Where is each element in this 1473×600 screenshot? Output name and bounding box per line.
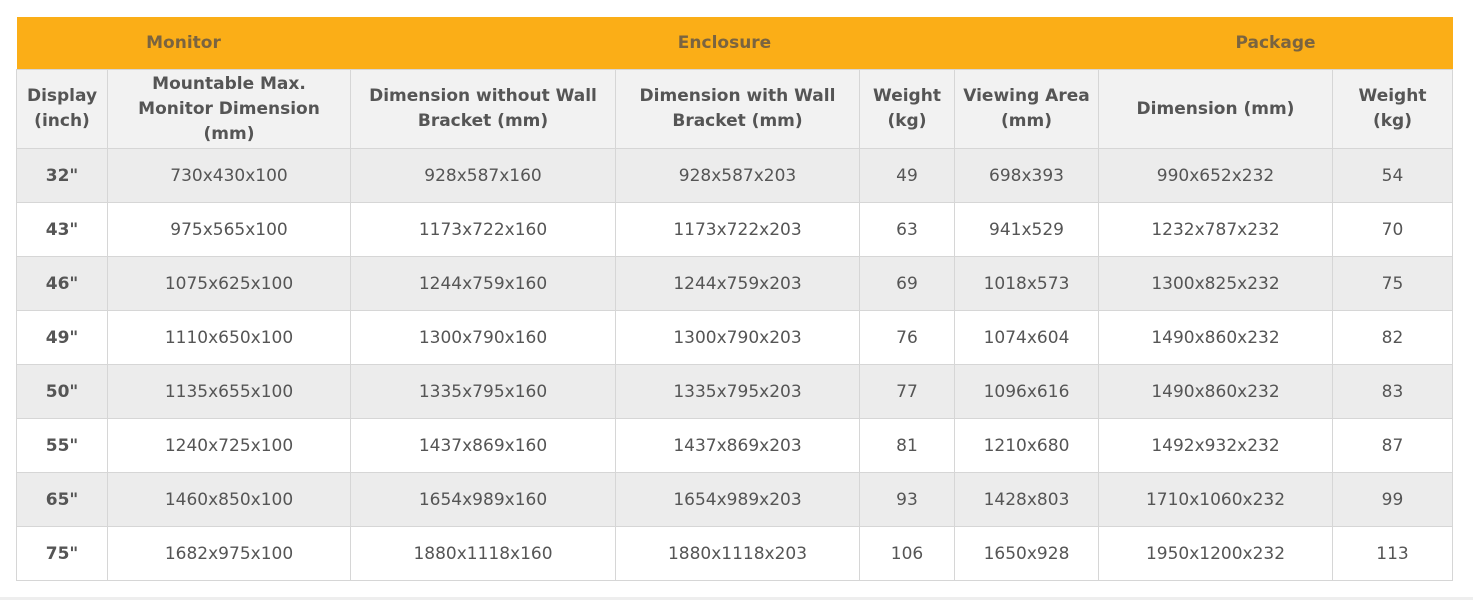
table-cell: 106 [859,526,955,581]
table-row: 43" 975x565x100 1173x722x160 1173x722x203 63… [16,202,1453,257]
table-cell: 75 [1332,256,1453,311]
table-cell: 1335x795x160 [350,364,616,419]
table-cell: 1173x722x203 [615,202,860,257]
table-cell: 1173x722x160 [350,202,616,257]
table-cell: 975x565x100 [107,202,351,257]
table-cell: 1650x928 [954,526,1099,581]
display-size-cell: 50" [16,364,108,419]
table-row: 65" 1460x850x100 1654x989x160 1654x989x203 9… [16,472,1453,527]
group-row: Monitor Enclosure Package [16,17,1453,70]
display-size-cell: 46" [16,256,108,311]
column-header: Mountable Max. Monitor Dimension (mm) [107,69,351,149]
table-cell: 1490x860x232 [1098,310,1333,365]
table-cell: 77 [859,364,955,419]
table-cell: 730x430x100 [107,148,351,203]
table-cell: 1654x989x203 [615,472,860,527]
table-cell: 1490x860x232 [1098,364,1333,419]
table-cell: 113 [1332,526,1453,581]
footer-line [0,597,1473,600]
table-cell: 49 [859,148,955,203]
table-cell: 70 [1332,202,1453,257]
table-cell: 1210x680 [954,418,1099,473]
table-cell: 1300x790x160 [350,310,616,365]
table-cell: 63 [859,202,955,257]
table-cell: 1460x850x100 [107,472,351,527]
column-header: Viewing Area (mm) [954,69,1099,149]
header-row: Display (inch) Mountable Max. Monitor Dim… [16,69,1453,149]
table-cell: 928x587x203 [615,148,860,203]
table-cell: 1437x869x203 [615,418,860,473]
table-cell: 1240x725x100 [107,418,351,473]
table-body: 32" 730x430x100 928x587x160 928x587x203 49 69… [16,148,1453,581]
group-header: Package [1098,17,1453,70]
table-cell: 1074x604 [954,310,1099,365]
column-header: Display (inch) [16,69,108,149]
column-header: Weight (kg) [1332,69,1453,149]
table-row: 75" 1682x975x100 1880x1118x160 1880x1118x20… [16,526,1453,581]
table-row: 32" 730x430x100 928x587x160 928x587x203 49 69… [16,148,1453,203]
table-cell: 99 [1332,472,1453,527]
display-size-cell: 32" [16,148,108,203]
column-header: Weight (kg) [859,69,955,149]
table-cell: 1880x1118x203 [615,526,860,581]
spec-table-wrap: Monitor Enclosure Package Display (inch)… [16,17,1453,581]
table-row: 55" 1240x725x100 1437x869x160 1437x869x203 8… [16,418,1453,473]
column-header: Dimension without Wall Bracket (mm) [350,69,616,149]
table-cell: 990x652x232 [1098,148,1333,203]
table-cell: 1135x655x100 [107,364,351,419]
table-cell: 1950x1200x232 [1098,526,1333,581]
display-size-cell: 49" [16,310,108,365]
table-cell: 1492x932x232 [1098,418,1333,473]
table-cell: 76 [859,310,955,365]
display-size-cell: 65" [16,472,108,527]
column-header: Dimension with Wall Bracket (mm) [615,69,860,149]
table-cell: 93 [859,472,955,527]
table-row: 46" 1075x625x100 1244x759x160 1244x759x203 6… [16,256,1453,311]
table-cell: 1300x825x232 [1098,256,1333,311]
table-cell: 1110x650x100 [107,310,351,365]
table-cell: 1428x803 [954,472,1099,527]
table-cell: 1437x869x160 [350,418,616,473]
table-row: 49" 1110x650x100 1300x790x160 1300x790x203 7… [16,310,1453,365]
table-cell: 1335x795x203 [615,364,860,419]
table-cell: 698x393 [954,148,1099,203]
table-cell: 54 [1332,148,1453,203]
table-cell: 1300x790x203 [615,310,860,365]
table-cell: 1244x759x203 [615,256,860,311]
display-size-cell: 55" [16,418,108,473]
group-header: Enclosure [350,17,1099,70]
table-cell: 82 [1332,310,1453,365]
table-cell: 1654x989x160 [350,472,616,527]
table-cell: 83 [1332,364,1453,419]
table-cell: 1018x573 [954,256,1099,311]
table-cell: 1682x975x100 [107,526,351,581]
table-cell: 1244x759x160 [350,256,616,311]
table-cell: 928x587x160 [350,148,616,203]
table-cell: 1880x1118x160 [350,526,616,581]
table-cell: 81 [859,418,955,473]
table-cell: 1075x625x100 [107,256,351,311]
table-cell: 87 [1332,418,1453,473]
table-row: 50" 1135x655x100 1335x795x160 1335x795x203 7… [16,364,1453,419]
group-header: Monitor [16,17,351,70]
table-cell: 1096x616 [954,364,1099,419]
table-cell: 941x529 [954,202,1099,257]
spec-table: Monitor Enclosure Package Display (inch)… [16,17,1453,581]
table-cell: 1232x787x232 [1098,202,1333,257]
column-header: Dimension (mm) [1098,69,1333,149]
display-size-cell: 43" [16,202,108,257]
table-cell: 69 [859,256,955,311]
table-cell: 1710x1060x232 [1098,472,1333,527]
display-size-cell: 75" [16,526,108,581]
